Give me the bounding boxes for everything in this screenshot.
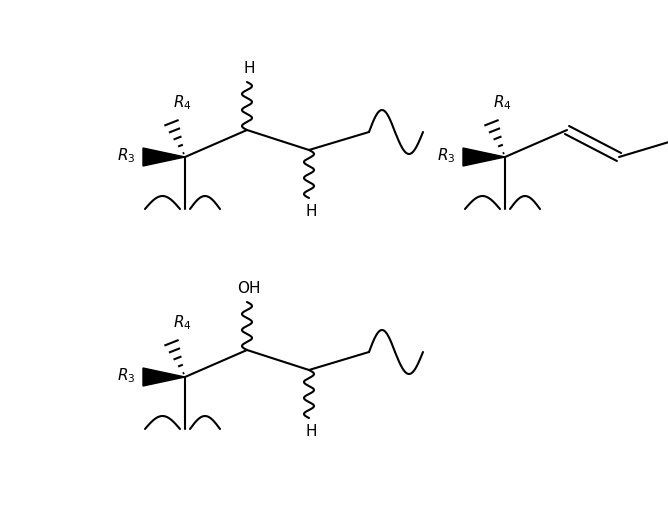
Text: $R_3$: $R_3$ bbox=[436, 146, 455, 165]
Text: H: H bbox=[243, 61, 255, 76]
Text: $R_4$: $R_4$ bbox=[493, 93, 512, 112]
Text: OH: OH bbox=[237, 281, 261, 296]
Text: H: H bbox=[305, 424, 317, 439]
Polygon shape bbox=[143, 148, 185, 166]
Text: H: H bbox=[305, 204, 317, 219]
Polygon shape bbox=[143, 368, 185, 386]
Polygon shape bbox=[463, 148, 505, 166]
Text: $R_3$: $R_3$ bbox=[116, 146, 135, 165]
Text: $R_3$: $R_3$ bbox=[116, 367, 135, 386]
Text: $R_4$: $R_4$ bbox=[173, 93, 192, 112]
Text: $R_4$: $R_4$ bbox=[173, 313, 192, 332]
